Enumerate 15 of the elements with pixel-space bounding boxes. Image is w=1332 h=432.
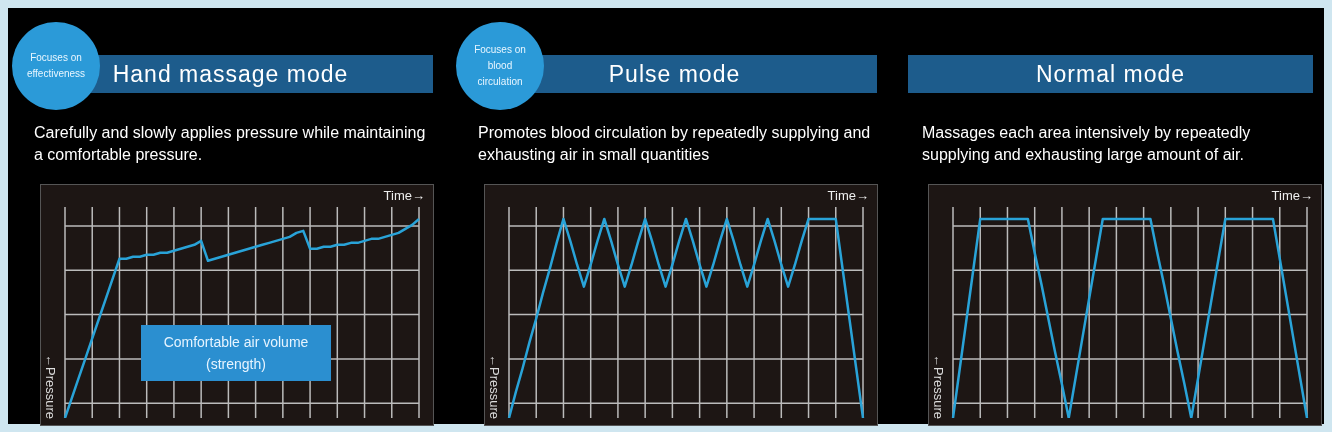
- y-axis-title: ←Pressure: [43, 353, 58, 419]
- y-axis-title: ←Pressure: [931, 353, 946, 419]
- chart-subtitle: Promotes blood circulation by repeatedly supplying and exhausting air in small quantities: [478, 123, 872, 165]
- chart-title: Hand massage mode: [112, 61, 349, 87]
- badge-circle: Focuses on effectiveness: [12, 22, 100, 110]
- chart-title: Normal mode: [908, 55, 1313, 93]
- x-axis-title: Time→: [1271, 188, 1313, 203]
- callout-box: Comfortable air volume (strength): [141, 325, 331, 381]
- badge-circle: Focuses on blood circulation: [456, 22, 544, 110]
- y-axis-title: ←Pressure: [487, 353, 502, 419]
- x-axis-title: Time→: [827, 188, 869, 203]
- x-axis-title: Time→: [383, 188, 425, 203]
- chart-subtitle: Carefully and slowly applies pressure while maintaining a comfortable pressure.: [34, 123, 427, 165]
- chart-title: Pulse mode: [608, 61, 741, 87]
- chart-subtitle: Massages each area intensively by repeatedly supplying and exhausting large amount of air.: [922, 123, 1252, 165]
